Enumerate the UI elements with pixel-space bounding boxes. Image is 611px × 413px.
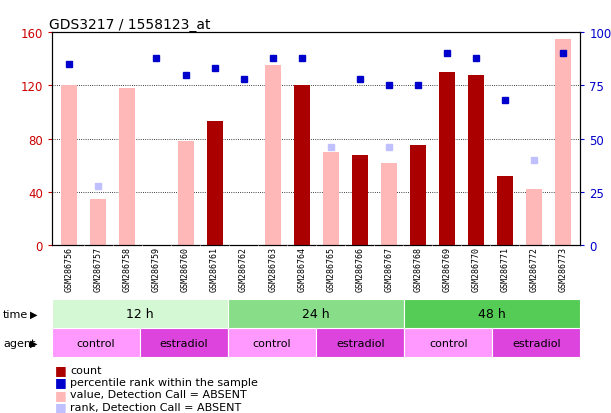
Text: GSM286756: GSM286756 <box>65 247 74 292</box>
Bar <box>555 40 571 246</box>
Text: GSM286771: GSM286771 <box>500 247 510 292</box>
Text: ▶: ▶ <box>30 309 37 319</box>
Bar <box>207 122 222 246</box>
Bar <box>492 328 580 357</box>
Bar <box>61 86 78 246</box>
Text: count: count <box>70 365 102 375</box>
Bar <box>52 299 228 328</box>
Bar <box>228 328 316 357</box>
Text: GSM286759: GSM286759 <box>152 247 161 292</box>
Bar <box>120 89 136 246</box>
Text: GSM286766: GSM286766 <box>355 247 364 292</box>
Text: control: control <box>76 338 115 348</box>
Text: control: control <box>253 338 291 348</box>
Bar <box>497 177 513 246</box>
Text: GSM286762: GSM286762 <box>239 247 248 292</box>
Bar <box>404 299 580 328</box>
Text: GSM286769: GSM286769 <box>442 247 452 292</box>
Text: ■: ■ <box>55 375 67 389</box>
Text: 48 h: 48 h <box>478 307 507 320</box>
Text: estradiol: estradiol <box>512 338 561 348</box>
Text: value, Detection Call = ABSENT: value, Detection Call = ABSENT <box>70 389 247 399</box>
Text: percentile rank within the sample: percentile rank within the sample <box>70 377 258 387</box>
Text: GSM286757: GSM286757 <box>94 247 103 292</box>
Bar <box>52 328 140 357</box>
Text: estradiol: estradiol <box>159 338 208 348</box>
Text: GSM286760: GSM286760 <box>181 247 190 292</box>
Bar <box>352 155 368 246</box>
Bar <box>410 146 426 246</box>
Bar <box>140 328 228 357</box>
Text: GSM286767: GSM286767 <box>384 247 393 292</box>
Text: ■: ■ <box>55 363 67 376</box>
Text: GDS3217 / 1558123_at: GDS3217 / 1558123_at <box>49 18 211 32</box>
Text: ■: ■ <box>55 400 67 413</box>
Text: ■: ■ <box>55 388 67 401</box>
Text: GSM286761: GSM286761 <box>210 247 219 292</box>
Text: 12 h: 12 h <box>126 307 154 320</box>
Text: GSM286768: GSM286768 <box>413 247 422 292</box>
Bar <box>439 73 455 246</box>
Text: GSM286770: GSM286770 <box>472 247 480 292</box>
Text: GSM286763: GSM286763 <box>268 247 277 292</box>
Bar <box>468 76 484 246</box>
Text: estradiol: estradiol <box>336 338 384 348</box>
Bar <box>316 328 404 357</box>
Bar <box>178 142 194 246</box>
Text: GSM286765: GSM286765 <box>326 247 335 292</box>
Bar <box>381 163 397 246</box>
Bar <box>228 299 404 328</box>
Bar <box>265 66 280 246</box>
Text: rank, Detection Call = ABSENT: rank, Detection Call = ABSENT <box>70 402 241 412</box>
Bar <box>294 86 310 246</box>
Text: 24 h: 24 h <box>302 307 330 320</box>
Text: time: time <box>3 309 28 319</box>
Bar <box>323 153 338 246</box>
Text: GSM286758: GSM286758 <box>123 247 132 292</box>
Text: GSM286764: GSM286764 <box>297 247 306 292</box>
Text: GSM286773: GSM286773 <box>558 247 568 292</box>
Text: ▶: ▶ <box>30 338 37 348</box>
Text: agent: agent <box>3 338 35 348</box>
Bar <box>404 328 492 357</box>
Bar <box>526 190 542 246</box>
Bar <box>90 199 106 246</box>
Text: GSM286772: GSM286772 <box>530 247 538 292</box>
Text: control: control <box>429 338 467 348</box>
